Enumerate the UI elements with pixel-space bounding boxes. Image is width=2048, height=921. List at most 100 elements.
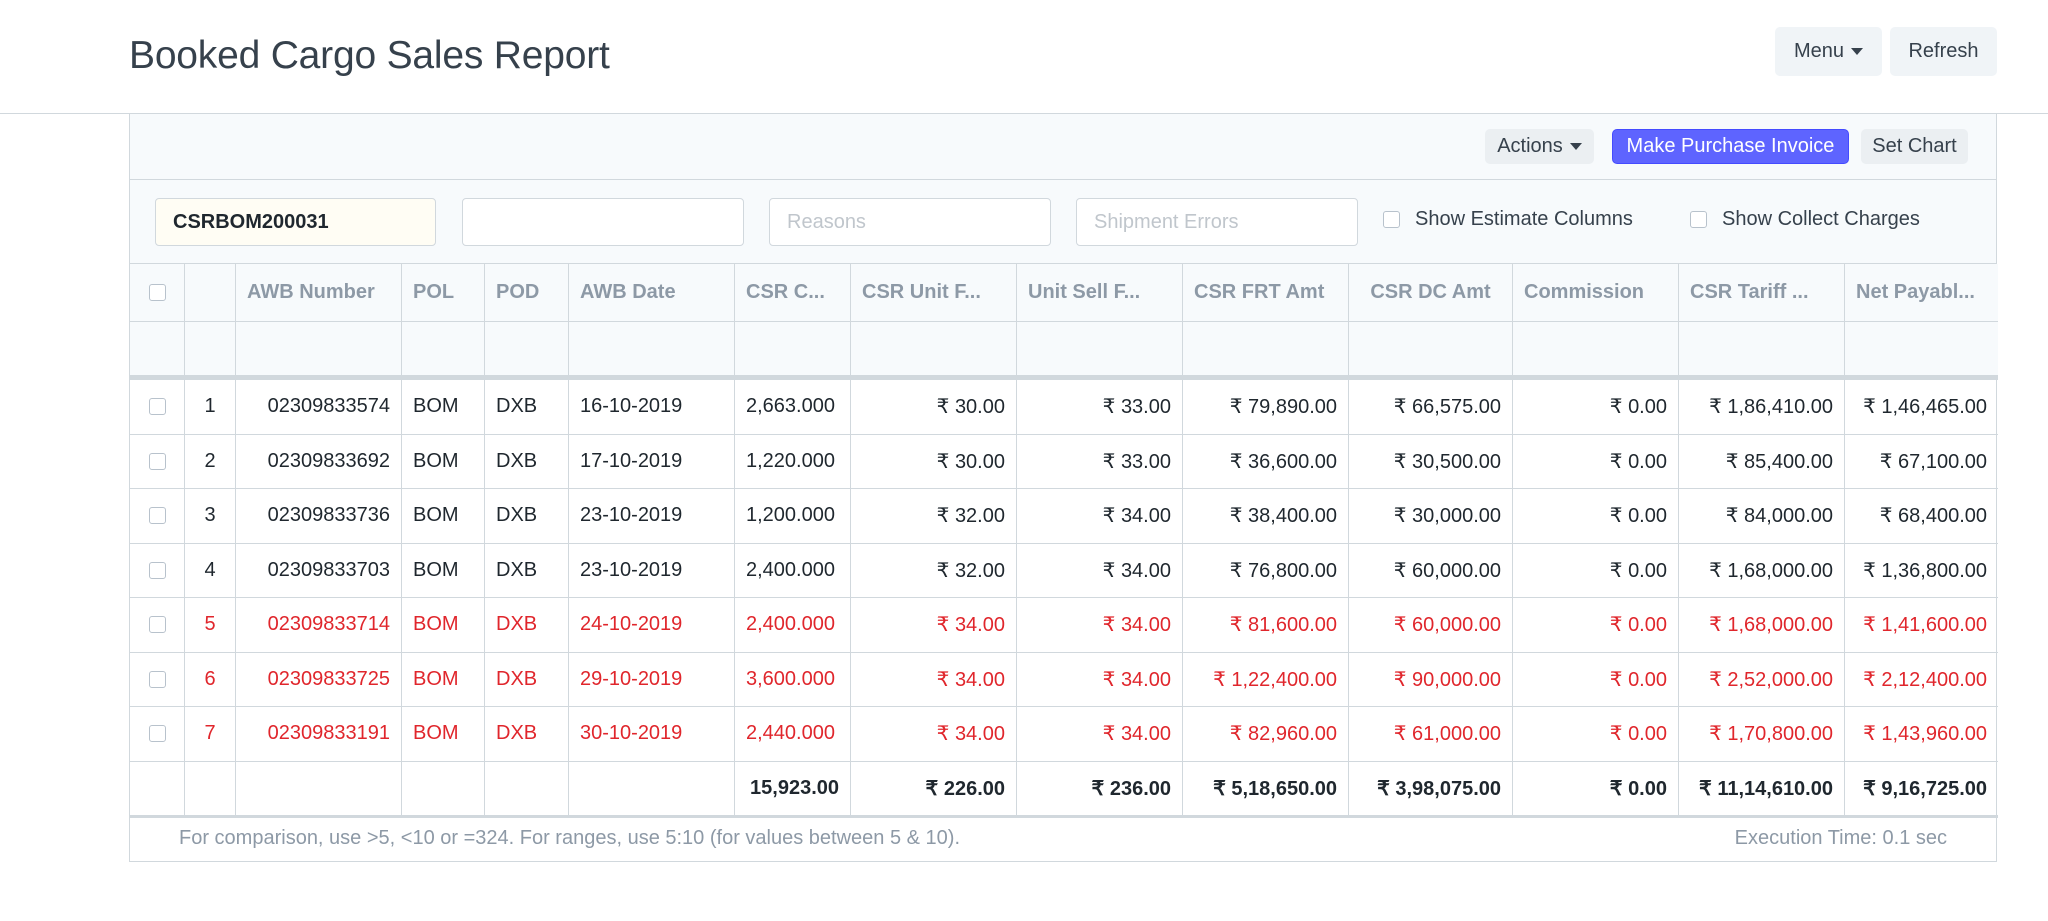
column-filter-input[interactable] <box>851 322 1017 375</box>
table-cell[interactable]: ₹ 1,70,800.00 <box>1679 707 1845 761</box>
table-cell[interactable]: ₹ 2,12,400.00 <box>1863 668 1987 691</box>
row-select-cell[interactable] <box>130 489 185 543</box>
row-checkbox[interactable] <box>148 725 166 743</box>
column-header[interactable]: CSR Unit F... <box>851 264 1017 321</box>
table-cell[interactable]: ₹ 1,86,410.00 <box>1679 380 1845 434</box>
table-cell[interactable]: ₹ 61,000.00 <box>1349 707 1513 761</box>
row-select-cell[interactable] <box>130 380 185 434</box>
table-cell[interactable]: ₹ 30,000.00 <box>1349 489 1513 543</box>
table-cell[interactable]: 29-10-2019 <box>569 652 735 706</box>
table-cell[interactable]: BOM <box>402 380 485 434</box>
table-cell[interactable]: DXB <box>485 652 569 706</box>
row-checkbox[interactable] <box>148 616 166 634</box>
table-cell[interactable]: ₹ 30.00 <box>851 380 1017 434</box>
table-cell[interactable]: ₹ 0.00 <box>1513 434 1679 488</box>
table-cell[interactable]: ₹ 1,46,465.00 <box>1863 396 1987 419</box>
column-filter-input[interactable] <box>1513 322 1679 375</box>
column-filter-input[interactable] <box>236 322 402 375</box>
table-cell[interactable]: BOM <box>402 543 485 597</box>
column-header[interactable]: Unit Sell F... <box>1017 264 1183 321</box>
secondary-filter-input[interactable] <box>462 198 744 246</box>
table-cell[interactable]: 1,220.000 <box>735 434 851 488</box>
table-cell[interactable]: 02309833692 <box>236 434 402 488</box>
reasons-filter-input[interactable]: Reasons <box>769 198 1051 246</box>
row-select-cell[interactable] <box>130 652 185 706</box>
table-cell[interactable]: ₹ 34.00 <box>851 652 1017 706</box>
table-cell[interactable]: 2,400.000 <box>735 598 851 652</box>
show-collect-charges-checkbox[interactable] <box>1690 211 1707 228</box>
table-cell[interactable]: 3,600.000 <box>735 652 851 706</box>
column-header[interactable]: AWB Date <box>569 264 735 321</box>
column-header[interactable]: CSR FRT Amt <box>1183 264 1349 321</box>
table-cell[interactable]: 2,400.000 <box>735 543 851 597</box>
table-cell[interactable]: ₹ 34.00 <box>1017 707 1183 761</box>
table-cell[interactable]: DXB <box>485 707 569 761</box>
table-cell[interactable]: ₹ 60,000.00 <box>1349 598 1513 652</box>
table-cell[interactable]: ₹ 85,400.00 <box>1679 434 1845 488</box>
actions-button[interactable]: Actions <box>1485 129 1594 164</box>
select-all-checkbox[interactable] <box>148 284 166 301</box>
column-filter-input[interactable] <box>569 322 735 375</box>
table-cell[interactable]: ₹ 36,600.00 <box>1183 434 1349 488</box>
table-cell[interactable]: 2,663.000 <box>735 380 851 434</box>
table-cell[interactable]: 24-10-2019 <box>569 598 735 652</box>
row-checkbox[interactable] <box>148 452 166 470</box>
table-cell[interactable]: ₹ 90,000.00 <box>1349 652 1513 706</box>
table-cell[interactable]: ₹ 34.00 <box>1017 489 1183 543</box>
table-cell[interactable]: ₹ 33.00 <box>1017 434 1183 488</box>
column-header[interactable]: CSR DC Amt <box>1349 264 1513 321</box>
column-filter-input[interactable] <box>735 322 851 375</box>
table-cell[interactable]: 02309833574 <box>236 380 402 434</box>
column-header[interactable]: CSR Tariff ... <box>1679 264 1845 321</box>
table-cell[interactable]: ₹ 66,575.00 <box>1349 380 1513 434</box>
table-cell[interactable]: ₹ 76,800.00 <box>1183 543 1349 597</box>
show-collect-charges-toggle[interactable]: Show Collect Charges <box>1690 208 1920 231</box>
table-cell[interactable]: ₹ 1,36,800.00 <box>1863 559 1987 582</box>
table-cell[interactable]: 23-10-2019 <box>569 543 735 597</box>
make-purchase-invoice-button[interactable]: Make Purchase Invoice <box>1612 129 1849 164</box>
table-cell[interactable]: ₹ 1,68,000.00 <box>1679 598 1845 652</box>
table-cell[interactable]: ₹ 32.00 <box>851 543 1017 597</box>
table-cell[interactable]: ₹ 34.00 <box>1017 652 1183 706</box>
table-cell[interactable]: ₹ 81,600.00 <box>1183 598 1349 652</box>
table-cell[interactable]: 16-10-2019 <box>569 380 735 434</box>
column-header[interactable]: POL <box>402 264 485 321</box>
table-cell[interactable]: ₹ 0.00 <box>1513 543 1679 597</box>
column-header[interactable]: Net Payabl... <box>1856 281 1975 303</box>
table-cell[interactable]: ₹ 38,400.00 <box>1183 489 1349 543</box>
table-cell[interactable]: DXB <box>485 380 569 434</box>
table-cell[interactable]: BOM <box>402 489 485 543</box>
table-cell[interactable]: 02309833703 <box>236 543 402 597</box>
column-filter-input[interactable] <box>1349 322 1513 375</box>
row-checkbox[interactable] <box>148 561 166 579</box>
refresh-button[interactable]: Refresh <box>1890 27 1997 76</box>
table-cell[interactable]: DXB <box>485 543 569 597</box>
table-cell[interactable]: ₹ 0.00 <box>1513 489 1679 543</box>
table-cell[interactable]: ₹ 1,43,960.00 <box>1863 723 1987 746</box>
table-cell[interactable]: ₹ 34.00 <box>1017 543 1183 597</box>
table-cell[interactable]: ₹ 34.00 <box>851 707 1017 761</box>
column-filter-input[interactable] <box>1845 322 1998 375</box>
set-chart-button[interactable]: Set Chart <box>1861 129 1968 164</box>
column-filter-input[interactable] <box>1017 322 1183 375</box>
column-header[interactable]: AWB Number <box>236 264 402 321</box>
table-cell[interactable]: 02309833714 <box>236 598 402 652</box>
csr-filter-input[interactable]: CSRBOM200031 <box>155 198 436 246</box>
table-cell[interactable]: ₹ 79,890.00 <box>1183 380 1349 434</box>
show-estimate-columns-checkbox[interactable] <box>1383 211 1400 228</box>
table-cell[interactable]: ₹ 30,500.00 <box>1349 434 1513 488</box>
table-cell[interactable]: 02309833191 <box>236 707 402 761</box>
table-cell[interactable]: BOM <box>402 707 485 761</box>
row-checkbox[interactable] <box>148 507 166 525</box>
table-cell[interactable]: 02309833736 <box>236 489 402 543</box>
table-cell[interactable]: ₹ 1,41,600.00 <box>1863 614 1987 637</box>
column-filter-input[interactable] <box>485 322 569 375</box>
table-cell[interactable]: ₹ 1,68,000.00 <box>1679 543 1845 597</box>
table-cell[interactable]: 02309833725 <box>236 652 402 706</box>
show-estimate-columns-toggle[interactable]: Show Estimate Columns <box>1383 208 1633 231</box>
table-cell[interactable]: ₹ 0.00 <box>1513 652 1679 706</box>
row-checkbox[interactable] <box>148 398 166 416</box>
table-cell[interactable]: ₹ 32.00 <box>851 489 1017 543</box>
table-cell[interactable]: BOM <box>402 598 485 652</box>
table-cell[interactable]: BOM <box>402 652 485 706</box>
